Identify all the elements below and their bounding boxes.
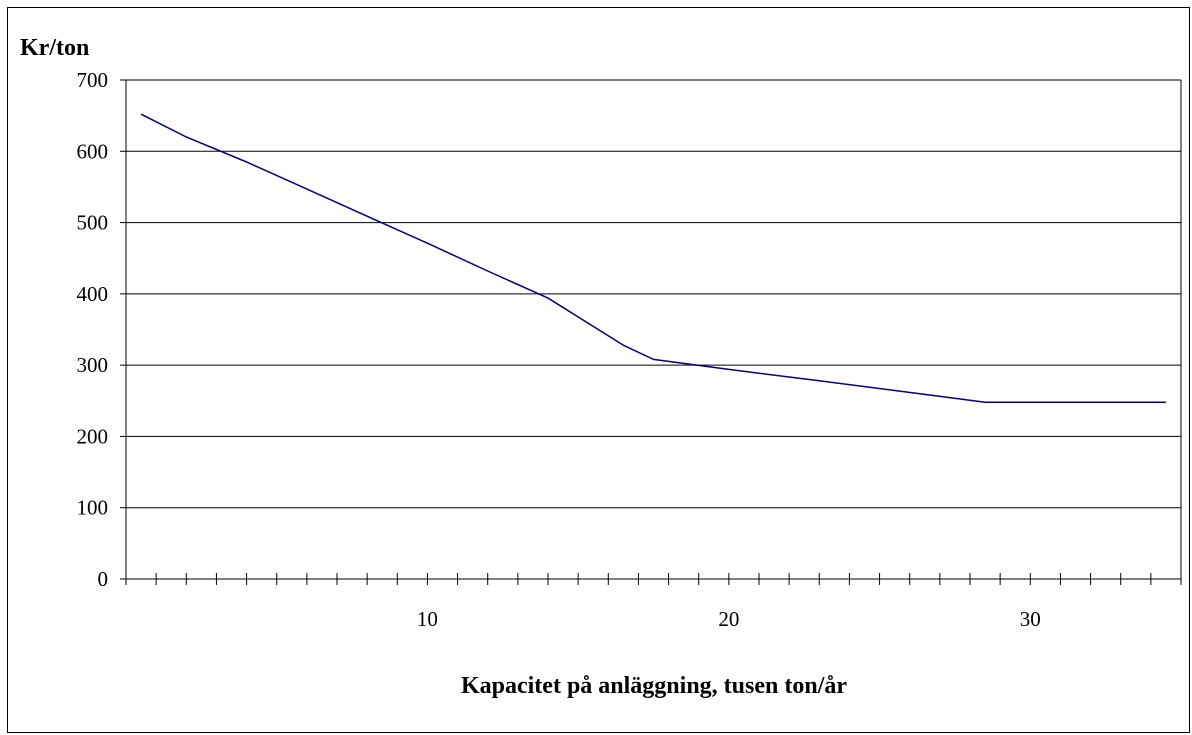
x-axis-ticks: 10 20 30: [125, 573, 1182, 631]
chart-frame: [7, 7, 1190, 733]
y-tick-label: 500: [77, 211, 109, 235]
y-tick-label: 100: [77, 496, 109, 520]
gridlines: [126, 79, 1181, 509]
y-tick-label: 300: [77, 353, 109, 377]
x-tick-label: 30: [1020, 607, 1041, 631]
series-line: [140, 113, 1166, 403]
y-tick-label: 700: [77, 68, 109, 92]
y-tick-label: 600: [77, 139, 109, 163]
y-axis-title: Kr/ton: [20, 35, 89, 61]
x-tick-label: 10: [417, 607, 438, 631]
x-tick-label: 20: [718, 607, 739, 631]
y-axis-ticks: 0 100 200 300 400 500 600 700: [77, 68, 126, 591]
y-tick-label: 0: [98, 567, 109, 591]
x-axis-title: Kapacitet på anläggning, tusen ton/år: [461, 673, 847, 699]
y-tick-label: 400: [77, 282, 109, 306]
y-tick-label: 200: [77, 424, 109, 448]
